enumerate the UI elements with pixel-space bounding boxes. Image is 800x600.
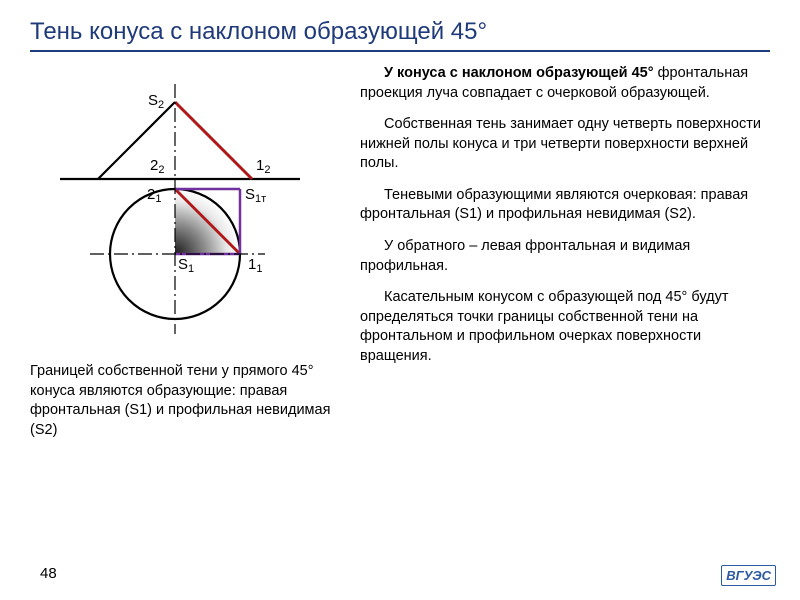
para-5: Касательным конусом с образующей под 45°… [360, 288, 770, 366]
para-2: Собственная тень занимает одну четверть … [360, 115, 770, 174]
label-12: 12 [256, 157, 270, 174]
para-3: Теневыми образующими являются очерковая:… [360, 186, 770, 225]
university-logo: ВГУЭС [721, 565, 776, 586]
label-S1: S1 [178, 256, 194, 273]
right-column: У конуса с наклоном образующей 45° фронт… [360, 64, 770, 440]
page-title: Тень конуса с наклоном образующей 45° [30, 18, 770, 52]
label-22: 22 [150, 157, 164, 174]
cone-shadow-diagram: S2 22 12 21 S1т S1 11 [30, 64, 330, 344]
label-21: 21 [147, 186, 161, 203]
content-area: S2 22 12 21 S1т S1 11 Границей собственн… [30, 64, 770, 440]
left-column: S2 22 12 21 S1т S1 11 Границей собственн… [30, 64, 340, 440]
diagram-caption: Границей собственной тени у прямого 45° … [30, 362, 340, 440]
page-number: 48 [40, 565, 57, 582]
para-1: У конуса с наклоном образующей 45° фронт… [360, 64, 770, 103]
label-S1t: S1т [245, 186, 266, 203]
para-4: У обратного – левая фронтальная и видима… [360, 237, 770, 276]
label-11: 11 [248, 256, 262, 273]
label-S2: S2 [148, 92, 164, 109]
